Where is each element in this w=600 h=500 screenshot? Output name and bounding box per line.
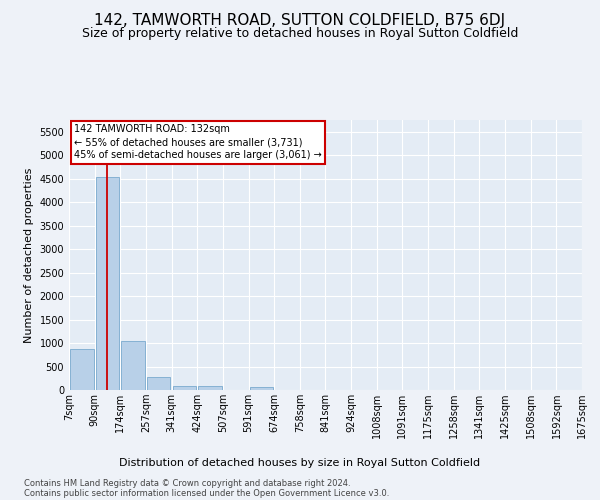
Bar: [70, 348, 94, 390]
Bar: [173, 386, 196, 390]
Y-axis label: Number of detached properties: Number of detached properties: [24, 168, 34, 342]
Bar: [95, 177, 119, 390]
Text: Size of property relative to detached houses in Royal Sutton Coldfield: Size of property relative to detached ho…: [82, 28, 518, 40]
Text: Distribution of detached houses by size in Royal Sutton Coldfield: Distribution of detached houses by size …: [119, 458, 481, 468]
Text: Contains HM Land Registry data © Crown copyright and database right 2024.: Contains HM Land Registry data © Crown c…: [24, 479, 350, 488]
Bar: [121, 340, 145, 390]
Bar: [198, 386, 222, 390]
Text: 142 TAMWORTH ROAD: 132sqm
← 55% of detached houses are smaller (3,731)
45% of se: 142 TAMWORTH ROAD: 132sqm ← 55% of detac…: [74, 124, 322, 160]
Text: 142, TAMWORTH ROAD, SUTTON COLDFIELD, B75 6DJ: 142, TAMWORTH ROAD, SUTTON COLDFIELD, B7…: [94, 12, 506, 28]
Text: Contains public sector information licensed under the Open Government Licence v3: Contains public sector information licen…: [24, 489, 389, 498]
Bar: [147, 377, 170, 390]
Bar: [250, 387, 273, 390]
